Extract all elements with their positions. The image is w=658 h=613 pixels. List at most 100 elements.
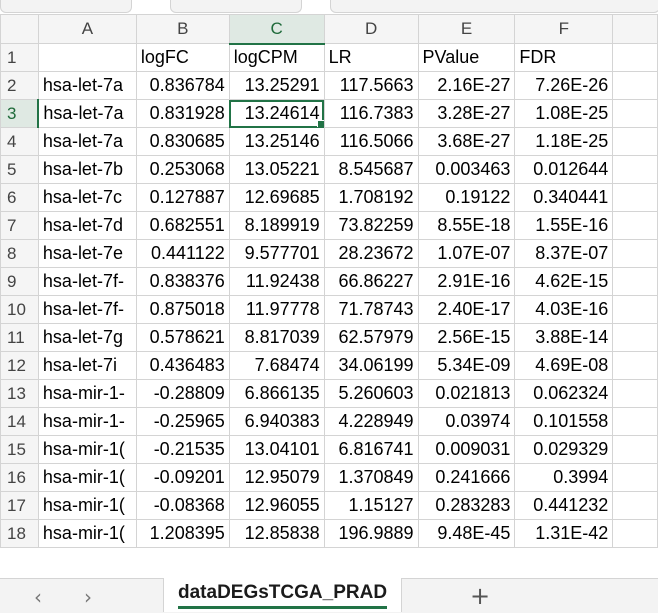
row-header[interactable]: 7 [0, 211, 39, 240]
cell-g4[interactable] [612, 127, 658, 156]
cell-c11[interactable]: 8.817039 [228, 323, 325, 352]
cell-f15[interactable]: 0.029329 [514, 435, 614, 464]
cell-b5[interactable]: 0.253068 [135, 155, 230, 184]
column-header-a[interactable]: A [37, 14, 137, 44]
cell-a18[interactable]: hsa-mir-1( [37, 519, 137, 548]
cell-f5[interactable]: 0.012644 [514, 155, 614, 184]
column-header-g[interactable] [612, 14, 658, 44]
cell-f6[interactable]: 0.340441 [514, 183, 614, 212]
row-header[interactable]: 11 [0, 323, 39, 352]
cell-c12[interactable]: 7.68474 [228, 351, 325, 380]
cell-f1[interactable]: FDR [514, 43, 614, 72]
column-header-b[interactable]: B [135, 14, 230, 44]
cell-c5[interactable]: 13.05221 [228, 155, 325, 184]
cell-c17[interactable]: 12.96055 [228, 491, 325, 520]
row-header[interactable]: 10 [0, 295, 39, 324]
cell-d14[interactable]: 4.228949 [323, 407, 419, 436]
cell-g16[interactable] [612, 463, 658, 492]
row-header[interactable]: 13 [0, 379, 39, 408]
cell-f10[interactable]: 4.03E-16 [514, 295, 614, 324]
cell-g9[interactable] [612, 267, 658, 296]
cell-a5[interactable]: hsa-let-7b [37, 155, 137, 184]
cell-c7[interactable]: 8.189919 [228, 211, 325, 240]
cell-d8[interactable]: 28.23672 [323, 239, 419, 268]
row-header[interactable]: 6 [0, 183, 39, 212]
cell-b1[interactable]: logFC [135, 43, 230, 72]
cell-a8[interactable]: hsa-let-7e [37, 239, 137, 268]
cell-a15[interactable]: hsa-mir-1( [37, 435, 137, 464]
cell-g5[interactable] [612, 155, 658, 184]
cell-g12[interactable] [612, 351, 658, 380]
cell-a13[interactable]: hsa-mir-1- [37, 379, 137, 408]
cell-a11[interactable]: hsa-let-7g [37, 323, 137, 352]
row-header[interactable]: 18 [0, 519, 39, 548]
cell-c9[interactable]: 11.92438 [228, 267, 325, 296]
cell-g8[interactable] [612, 239, 658, 268]
cell-e13[interactable]: 0.021813 [417, 379, 516, 408]
cell-e15[interactable]: 0.009031 [417, 435, 516, 464]
row-header[interactable]: 3 [0, 99, 40, 128]
cell-g14[interactable] [612, 407, 658, 436]
row-header[interactable]: 12 [0, 351, 39, 380]
row-header[interactable]: 16 [0, 463, 39, 492]
cell-f7[interactable]: 1.55E-16 [514, 211, 614, 240]
cell-e11[interactable]: 2.56E-15 [417, 323, 516, 352]
cell-d17[interactable]: 1.15127 [323, 491, 419, 520]
cell-e14[interactable]: 0.03974 [417, 407, 516, 436]
cell-b2[interactable]: 0.836784 [135, 71, 230, 100]
row-header[interactable]: 4 [0, 127, 39, 156]
row-header[interactable]: 14 [0, 407, 39, 436]
cell-f18[interactable]: 1.31E-42 [514, 519, 614, 548]
cell-c8[interactable]: 9.577701 [228, 239, 325, 268]
cell-d12[interactable]: 34.06199 [323, 351, 419, 380]
cell-g10[interactable] [612, 295, 658, 324]
cell-c14[interactable]: 6.940383 [228, 407, 325, 436]
cell-d3[interactable]: 116.7383 [323, 99, 419, 128]
cell-b4[interactable]: 0.830685 [135, 127, 230, 156]
cell-e4[interactable]: 3.68E-27 [417, 127, 516, 156]
select-all-corner[interactable] [0, 14, 39, 44]
cell-c10[interactable]: 11.97778 [228, 295, 325, 324]
cell-f8[interactable]: 8.37E-07 [514, 239, 614, 268]
cell-e2[interactable]: 2.16E-27 [417, 71, 516, 100]
cell-d9[interactable]: 66.86227 [323, 267, 419, 296]
cell-a1[interactable] [37, 43, 137, 72]
cell-a16[interactable]: hsa-mir-1( [37, 463, 137, 492]
cell-a6[interactable]: hsa-let-7c [37, 183, 137, 212]
cell-a9[interactable]: hsa-let-7f- [37, 267, 137, 296]
cell-a2[interactable]: hsa-let-7a [37, 71, 137, 100]
cell-e8[interactable]: 1.07E-07 [417, 239, 516, 268]
row-header[interactable]: 8 [0, 239, 39, 268]
row-header[interactable]: 15 [0, 435, 39, 464]
sheet-tab-active[interactable]: dataDEGsTCGA_PRAD [163, 578, 403, 612]
cell-f13[interactable]: 0.062324 [514, 379, 614, 408]
row-header[interactable]: 1 [0, 43, 39, 72]
row-header[interactable]: 2 [0, 71, 39, 100]
cell-f11[interactable]: 3.88E-14 [514, 323, 614, 352]
column-header-d[interactable]: D [323, 14, 419, 44]
cell-c16[interactable]: 12.95079 [228, 463, 325, 492]
cell-f12[interactable]: 4.69E-08 [514, 351, 614, 380]
cell-d13[interactable]: 5.260603 [323, 379, 419, 408]
cell-d15[interactable]: 6.816741 [323, 435, 419, 464]
column-header-e[interactable]: E [417, 14, 516, 44]
cell-b3[interactable]: 0.831928 [135, 99, 230, 128]
cell-d4[interactable]: 116.5066 [323, 127, 419, 156]
cell-a7[interactable]: hsa-let-7d [37, 211, 137, 240]
cell-a14[interactable]: hsa-mir-1- [37, 407, 137, 436]
cell-a4[interactable]: hsa-let-7a [37, 127, 137, 156]
cell-d18[interactable]: 196.9889 [323, 519, 419, 548]
cell-e18[interactable]: 9.48E-45 [417, 519, 516, 548]
cell-g6[interactable] [612, 183, 658, 212]
cell-g1[interactable] [612, 43, 658, 72]
cell-f2[interactable]: 7.26E-26 [514, 71, 614, 100]
row-header[interactable]: 5 [0, 155, 39, 184]
cell-g18[interactable] [612, 519, 658, 548]
cell-e10[interactable]: 2.40E-17 [417, 295, 516, 324]
cell-b6[interactable]: 0.127887 [135, 183, 230, 212]
cell-b14[interactable]: -0.25965 [135, 407, 230, 436]
cell-a10[interactable]: hsa-let-7f- [37, 295, 137, 324]
cell-e6[interactable]: 0.19122 [417, 183, 516, 212]
cell-f14[interactable]: 0.101558 [514, 407, 614, 436]
cell-d11[interactable]: 62.57979 [323, 323, 419, 352]
